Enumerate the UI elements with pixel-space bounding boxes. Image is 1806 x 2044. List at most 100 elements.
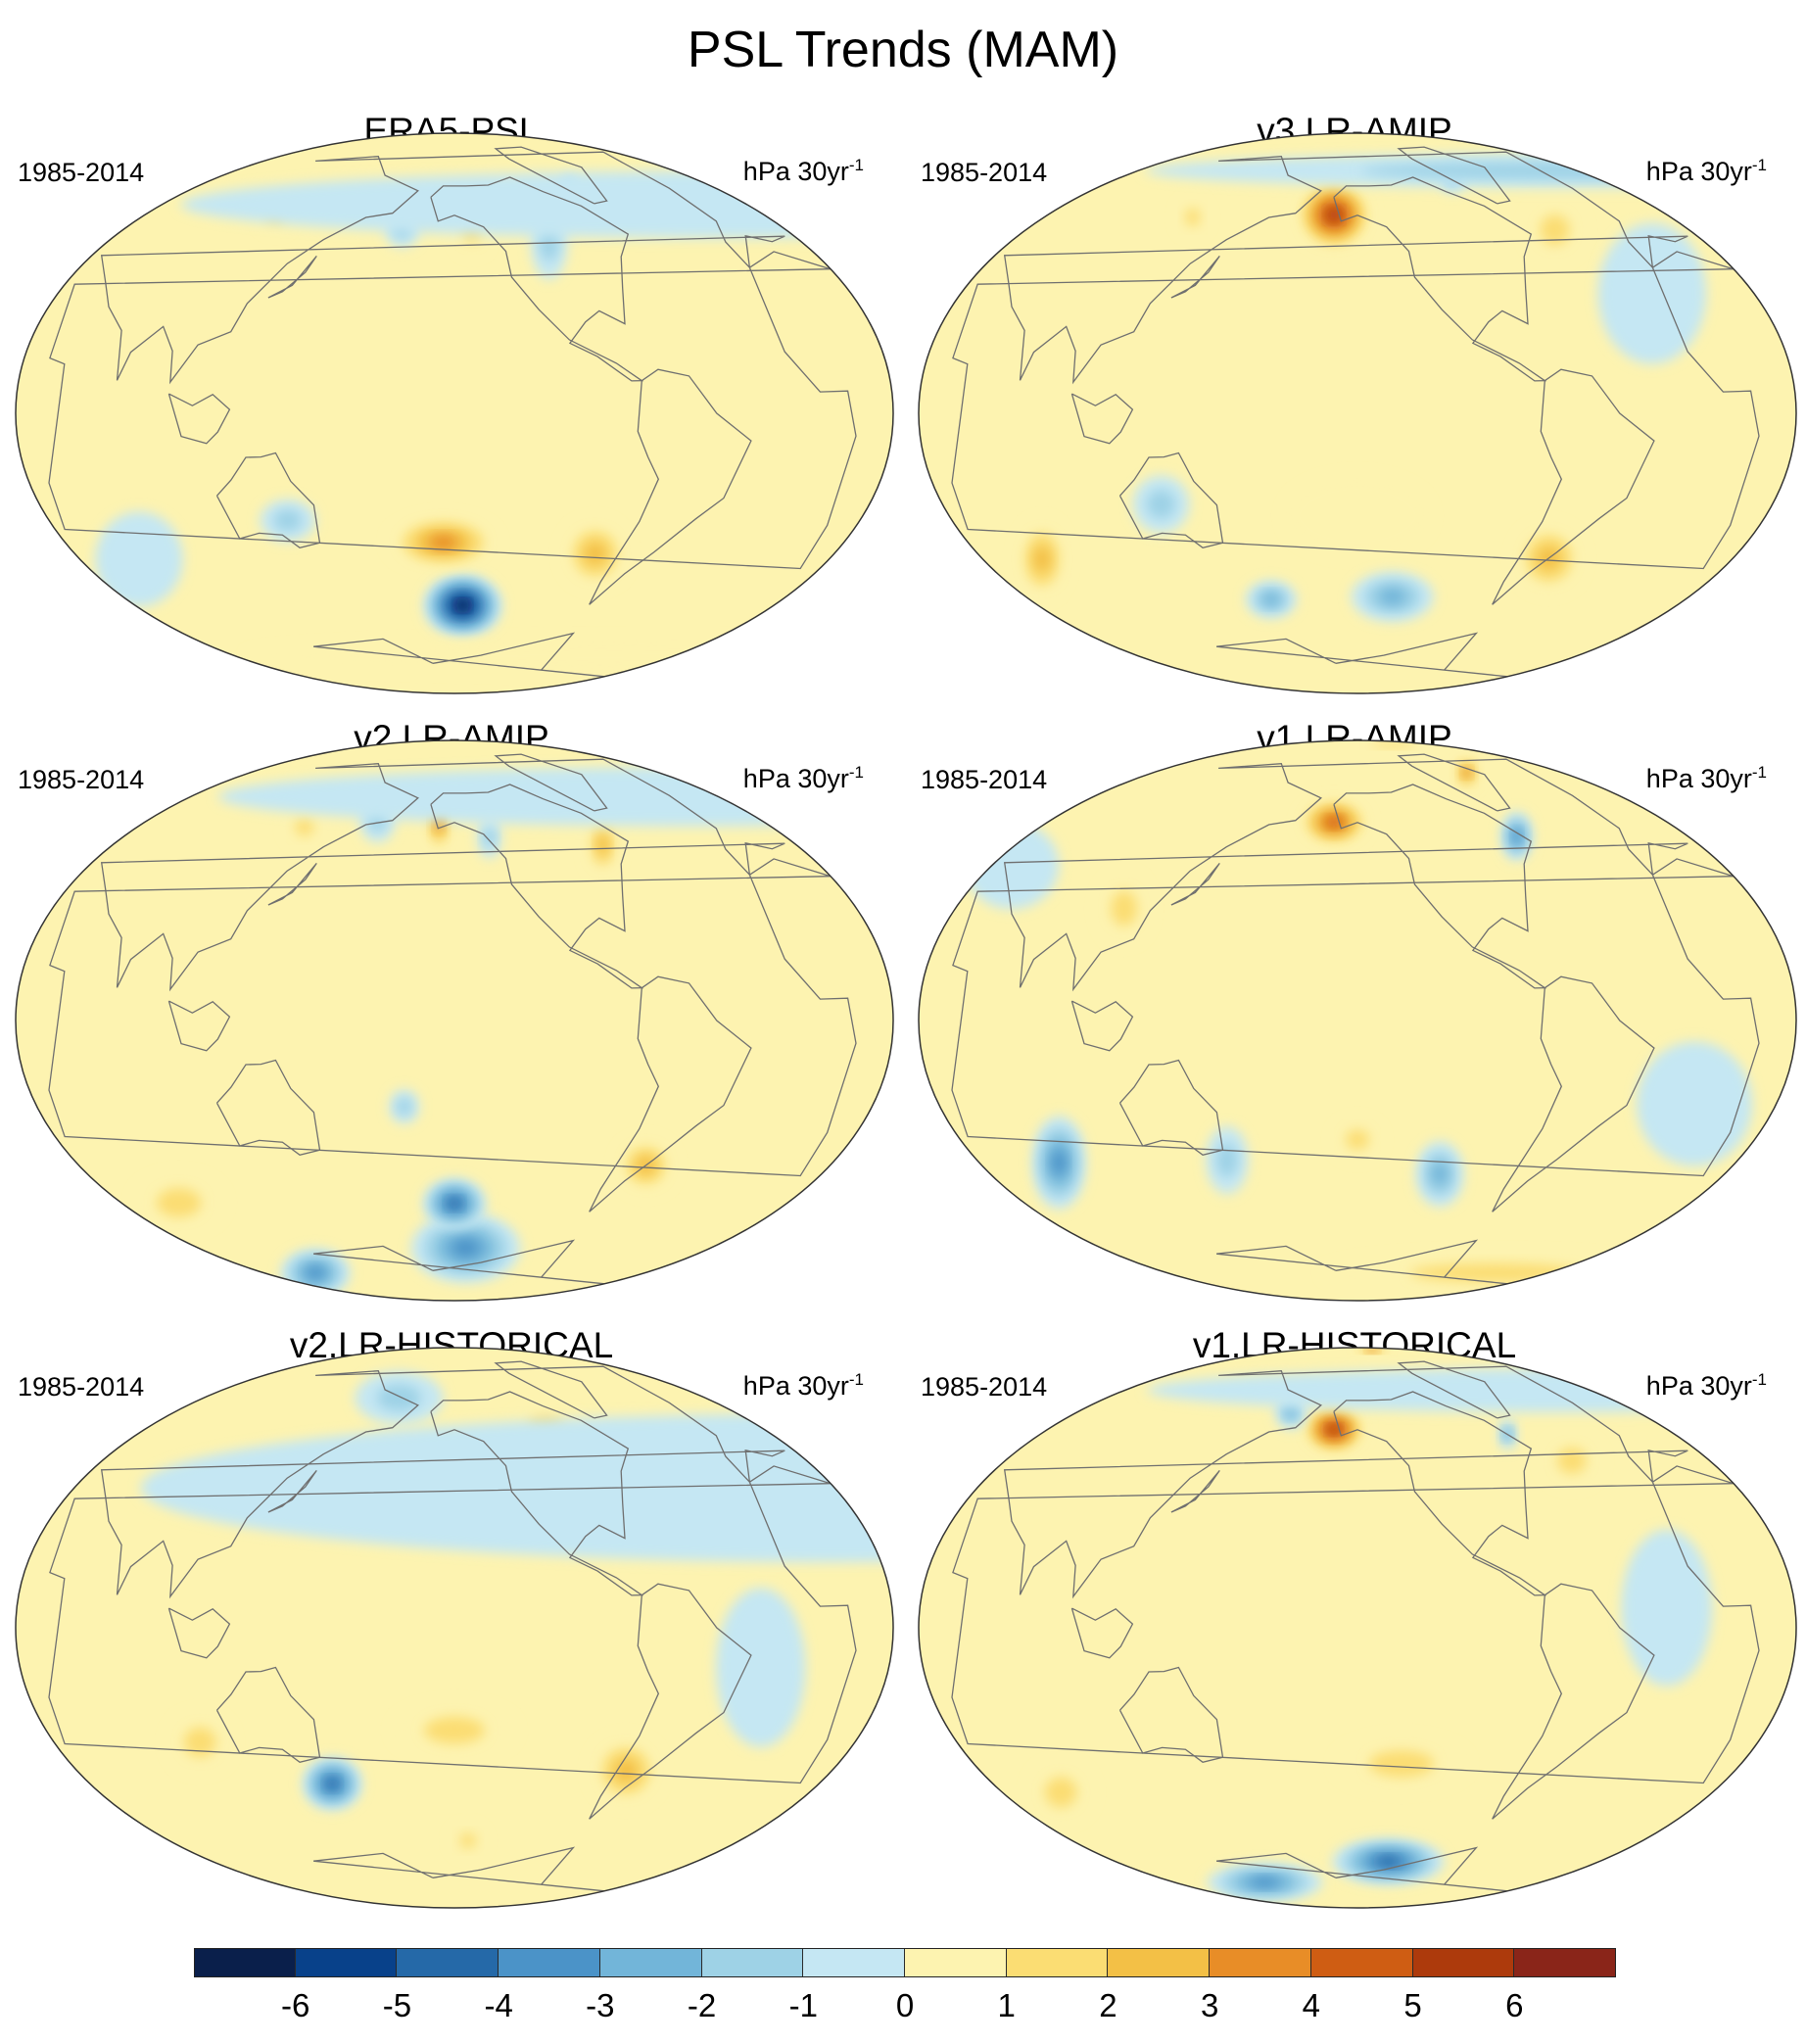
colorbar-tick-label: -3 xyxy=(586,1987,615,2023)
panel-v1-lr-historical: v1.LR-HISTORICAL 1985-2014 hPa 30yr-1 xyxy=(903,1214,1806,1909)
coastline xyxy=(951,858,1760,1177)
colorbar-swatch xyxy=(1108,1948,1211,1977)
anomaly-contour xyxy=(217,767,893,827)
coastline xyxy=(167,1607,231,1659)
coastline xyxy=(215,1666,321,1764)
anomaly-contour xyxy=(326,1778,339,1789)
colorbar-swatch xyxy=(1412,1948,1515,1977)
colorbar-tick-label: -6 xyxy=(281,1987,310,2023)
anomaly-contour xyxy=(1556,1448,1587,1474)
colorbar-tick-label: 3 xyxy=(1200,1987,1219,2023)
figure-title: PSL Trends (MAM) xyxy=(687,22,1119,78)
coastline xyxy=(1397,146,1511,205)
coastline xyxy=(1216,1846,1508,1892)
anomaly-contour xyxy=(448,1198,461,1209)
trend-map xyxy=(918,132,1797,694)
map-boundary xyxy=(15,1347,894,1909)
colorbar-tick-label: 1 xyxy=(997,1987,1016,2023)
anomaly-contour xyxy=(1285,1405,1297,1418)
coastline xyxy=(430,784,644,989)
units-label: hPa 30yr-1 xyxy=(742,763,864,793)
panel-era5-psl: ERA5-PSL 1985-2014 hPa 30yr-1 xyxy=(0,0,903,694)
anomaly-contour xyxy=(1327,817,1342,828)
coastline xyxy=(494,753,608,812)
colorbar-swatch xyxy=(1210,1948,1311,1977)
anomaly-contour xyxy=(1376,1857,1400,1867)
anomaly-contour xyxy=(307,1266,325,1279)
colorbar-tick-label: -5 xyxy=(382,1987,412,2023)
anomaly-contour xyxy=(1367,1348,1377,1353)
colorbar-tick-label: 2 xyxy=(1099,1987,1117,2023)
coastline xyxy=(1003,151,1688,385)
panel-v3-lr-amip: v3.LR-AMIP 1985-2014 hPa 30yr-1 xyxy=(903,0,1806,694)
colorbar-swatch xyxy=(599,1948,702,1977)
anomaly-contour xyxy=(376,1384,421,1411)
units-label: hPa 30yr-1 xyxy=(1645,1370,1767,1401)
colorbar-swatch xyxy=(1310,1948,1413,1977)
colorbar-swatch xyxy=(397,1948,499,1977)
coastline xyxy=(1003,1365,1688,1599)
colorbar-swatch xyxy=(905,1948,1007,1977)
map-boundary xyxy=(918,1347,1797,1909)
period-label: 1985-2014 xyxy=(921,1372,1048,1402)
map-boundary xyxy=(15,132,894,694)
anomaly-contour xyxy=(1044,1777,1077,1808)
coastline xyxy=(494,1360,608,1419)
anomaly-contour xyxy=(584,542,606,565)
units-label: hPa 30yr-1 xyxy=(742,156,864,186)
period-label: 1985-2014 xyxy=(18,765,145,794)
anomaly-contour xyxy=(1368,1750,1435,1778)
anomaly-contour xyxy=(596,834,609,856)
anomaly-contour xyxy=(180,170,893,239)
anomaly-contour xyxy=(452,1239,480,1258)
coastline xyxy=(1492,368,1655,605)
coastline xyxy=(215,1059,321,1157)
panel-v2-lr-amip: v2.LR-AMIP 1985-2014 hPa 30yr-1 xyxy=(0,607,903,1302)
colorbar-tick-label: 0 xyxy=(895,1987,915,2023)
coastline xyxy=(1397,1360,1511,1419)
colorbar-tick-label: 4 xyxy=(1302,1987,1321,2023)
anomaly-contour xyxy=(1540,214,1570,246)
trend-map xyxy=(918,739,1797,1302)
anomaly-contour xyxy=(1033,546,1051,573)
anomaly-contour xyxy=(1284,475,1431,557)
map-boundary xyxy=(918,739,1797,1302)
anomaly-contour xyxy=(1637,1041,1753,1166)
coastline xyxy=(951,1465,1760,1784)
anomaly-contour xyxy=(1052,1151,1067,1174)
coastline xyxy=(100,758,785,992)
coastline xyxy=(167,1000,231,1052)
colorbar-swatch xyxy=(1514,1948,1616,1977)
anomaly-contour xyxy=(1216,1143,1238,1177)
coastline xyxy=(1492,975,1655,1212)
period-label: 1985-2014 xyxy=(18,1372,145,1402)
units-label: hPa 30yr-1 xyxy=(1645,156,1767,186)
coastline xyxy=(589,975,752,1212)
coastline xyxy=(313,632,605,678)
coastline xyxy=(48,251,857,570)
anomaly-contour xyxy=(1185,208,1201,226)
anomaly-contour xyxy=(397,1098,412,1116)
anomaly-contour xyxy=(1431,1163,1449,1185)
coastline xyxy=(494,146,608,205)
coastline xyxy=(1070,393,1134,445)
colorbar-tick-label: -2 xyxy=(687,1987,717,2023)
colorbar-swatch xyxy=(701,1948,804,1977)
panel-v2-lr-historical: v2.LR-HISTORICAL 1985-2014 hPa 30yr-1 xyxy=(0,1214,903,1909)
colorbar-swatch xyxy=(803,1948,905,1977)
units-label: hPa 30yr-1 xyxy=(1645,763,1767,793)
coastline xyxy=(1118,1059,1224,1157)
colorbar-swatch xyxy=(1006,1948,1109,1977)
coastline xyxy=(313,1846,605,1892)
coastline xyxy=(1118,1666,1224,1764)
anomaly-contour xyxy=(715,1588,806,1747)
period-label: 1985-2014 xyxy=(18,158,145,187)
coastline xyxy=(215,452,321,549)
coastline xyxy=(267,862,317,906)
anomaly-contour xyxy=(1621,1529,1713,1687)
colorbar-tick-label: 5 xyxy=(1403,1987,1422,2023)
anomaly-contour xyxy=(459,1832,477,1848)
anomaly-contour xyxy=(273,509,302,532)
background-field xyxy=(919,1348,1796,1908)
colorbar-tick-label: -4 xyxy=(484,1987,513,2023)
